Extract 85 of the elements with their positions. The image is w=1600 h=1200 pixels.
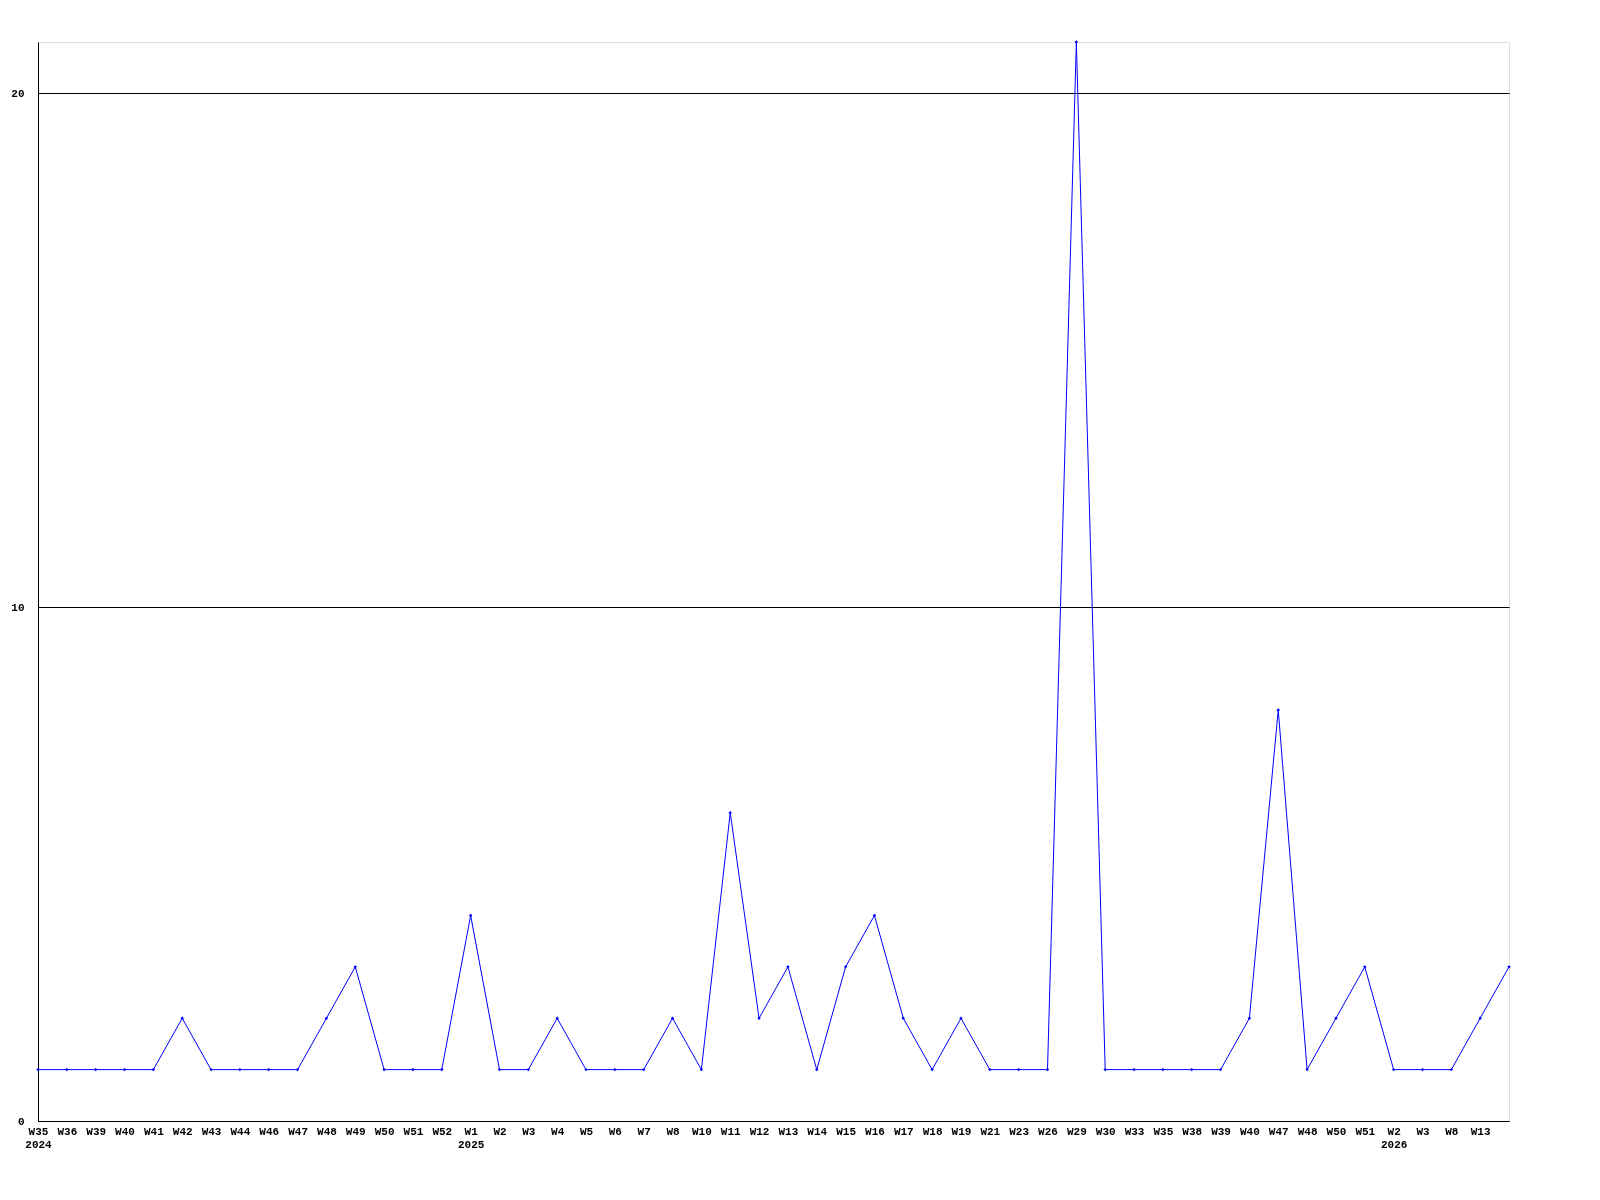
point — [209, 1067, 213, 1072]
x-tick-label: W16 — [865, 1125, 885, 1138]
x-tick-label: W14 — [807, 1125, 828, 1138]
x-tick-label: W52 — [432, 1125, 453, 1138]
point — [382, 1067, 386, 1072]
x-tick-label: W3 — [522, 1125, 536, 1138]
x-tick-label: W12 — [749, 1125, 770, 1138]
x-tick-label: W8 — [1445, 1125, 1459, 1138]
x-tick-label: W15 — [836, 1125, 857, 1138]
point — [93, 1067, 98, 1072]
x-tick-label: W39 — [86, 1125, 107, 1138]
x-tick-label: W13 — [778, 1125, 799, 1138]
x-tick-label: W13 — [1470, 1125, 1491, 1138]
x-tick-label: W29 — [1066, 1125, 1087, 1138]
x-tick-label: W8 — [666, 1125, 681, 1138]
point — [36, 1067, 40, 1072]
x-tick-label: W2 2026 — [1380, 1125, 1408, 1151]
x-tick-label: W30 — [1095, 1125, 1116, 1138]
x-tick-label: W26 — [1038, 1125, 1058, 1138]
x-tick-label: W47 — [1268, 1125, 1289, 1138]
point — [1449, 1067, 1454, 1072]
point — [555, 1016, 559, 1020]
x-tick-label: W21 — [980, 1125, 1001, 1138]
point — [988, 1067, 992, 1072]
point — [1016, 1067, 1021, 1072]
x-tick-label: W23 — [1009, 1125, 1030, 1138]
x-tick-label: W17 — [893, 1125, 914, 1138]
x-tick-label: W40 — [115, 1125, 135, 1138]
point — [526, 1067, 531, 1072]
point — [1276, 708, 1280, 712]
point — [1305, 1067, 1309, 1072]
x-tick-label: W7 — [637, 1125, 651, 1138]
point — [1189, 1067, 1194, 1072]
x-tick-label: W4 — [551, 1125, 565, 1138]
point — [843, 965, 848, 969]
point — [440, 1067, 444, 1072]
x-tick-label: W42 — [172, 1125, 193, 1138]
y-tick-label: 0 — [17, 1115, 25, 1128]
point — [1074, 40, 1079, 44]
point — [728, 810, 732, 815]
x-tick-label: W6 — [608, 1125, 622, 1138]
point — [353, 965, 358, 969]
x-tick-label: W36 — [57, 1125, 78, 1138]
point — [815, 1067, 819, 1072]
x-tick-label: W44 — [230, 1125, 251, 1138]
point — [1103, 1067, 1107, 1072]
x-tick-label: W48 — [1297, 1125, 1318, 1138]
point — [757, 1016, 761, 1020]
point — [180, 1016, 184, 1020]
x-tick-label: W40 — [1240, 1125, 1260, 1138]
x-tick-label: W51 — [403, 1125, 424, 1138]
point — [1334, 1016, 1338, 1020]
x-tick-label: W35 2024 — [25, 1125, 53, 1151]
point — [1478, 1016, 1482, 1020]
x-tick-label: W35 — [1153, 1125, 1174, 1138]
x-tick-label: W10 — [691, 1125, 712, 1138]
x-tick-label: W1 2025 — [457, 1125, 485, 1151]
x-tick-label: W2 — [493, 1125, 507, 1138]
point — [670, 1016, 675, 1020]
x-tick-label: W49 — [345, 1125, 366, 1138]
x-tick-label: W50 — [1326, 1125, 1347, 1138]
point — [324, 1016, 329, 1020]
x-tick-label: W43 — [201, 1125, 222, 1138]
x-tick-label: W33 — [1124, 1125, 1145, 1138]
y-tick-label: 20 — [11, 87, 25, 100]
x-tick-label: W46 — [259, 1125, 280, 1138]
x-tick-label: W38 — [1182, 1125, 1203, 1138]
point — [1247, 1016, 1252, 1020]
x-tick-label: W5 — [579, 1125, 594, 1138]
point — [584, 1067, 588, 1072]
x-tick-label: W18 — [922, 1125, 943, 1138]
x-tick-label: W11 — [720, 1125, 742, 1138]
x-tick-label: W47 — [288, 1125, 308, 1138]
point — [641, 1067, 646, 1072]
x-tick-label: W48 — [317, 1125, 338, 1138]
point — [901, 1016, 906, 1020]
point — [930, 1067, 934, 1072]
x-tick-label: W50 — [374, 1125, 395, 1138]
x-tick-label: W51 — [1355, 1125, 1376, 1138]
x-tick-label: W39 — [1211, 1125, 1231, 1138]
point — [1363, 965, 1367, 969]
x-tick-label: W3 — [1416, 1125, 1430, 1138]
x-tick-label: W19 — [951, 1125, 972, 1138]
y-tick-label: 10 — [11, 601, 25, 614]
x-tick-label: W41 — [143, 1125, 165, 1138]
